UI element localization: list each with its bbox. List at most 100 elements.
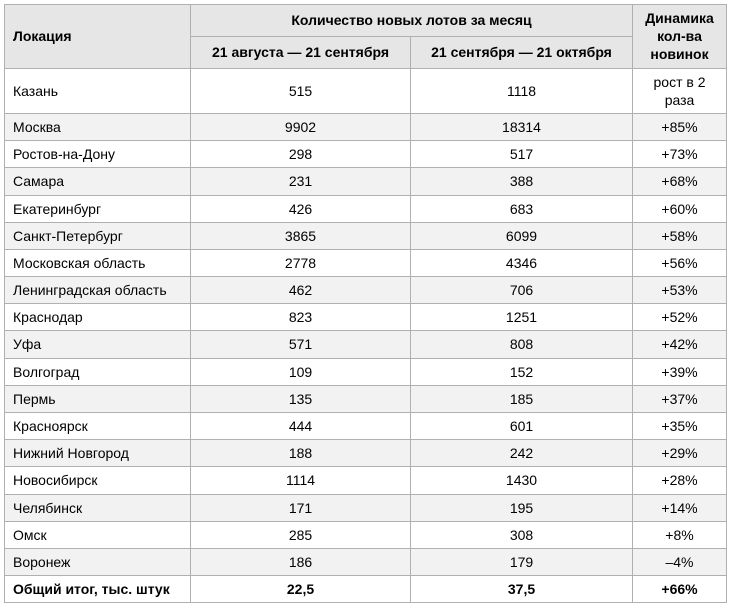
cell-period2: 152 — [411, 358, 633, 385]
cell-dynamics: +29% — [633, 440, 727, 467]
table-row: Новосибирск11141430+28% — [5, 467, 727, 494]
table-row: Краснодар8231251+52% — [5, 304, 727, 331]
cell-period1: 135 — [191, 385, 411, 412]
cell-period1: 462 — [191, 277, 411, 304]
cell-location: Самара — [5, 168, 191, 195]
table-row: Пермь135185+37% — [5, 385, 727, 412]
cell-period1: 285 — [191, 521, 411, 548]
cell-dynamics: –4% — [633, 548, 727, 575]
col-period1: 21 августа — 21 сентября — [191, 36, 411, 68]
total-period2: 37,5 — [411, 576, 633, 603]
cell-location: Уфа — [5, 331, 191, 358]
cell-dynamics: рост в 2 раза — [633, 68, 727, 113]
cell-location: Челябинск — [5, 494, 191, 521]
cell-period1: 426 — [191, 195, 411, 222]
cell-period2: 185 — [411, 385, 633, 412]
cell-period2: 388 — [411, 168, 633, 195]
cell-dynamics: +56% — [633, 249, 727, 276]
cell-period2: 242 — [411, 440, 633, 467]
cell-period1: 109 — [191, 358, 411, 385]
table-row: Уфа571808+42% — [5, 331, 727, 358]
cell-period2: 6099 — [411, 222, 633, 249]
cell-dynamics: +42% — [633, 331, 727, 358]
cell-period2: 1251 — [411, 304, 633, 331]
cell-location: Нижний Новгород — [5, 440, 191, 467]
cell-dynamics: +14% — [633, 494, 727, 521]
cell-period2: 4346 — [411, 249, 633, 276]
cell-period2: 683 — [411, 195, 633, 222]
cell-location: Краснодар — [5, 304, 191, 331]
cell-dynamics: +39% — [633, 358, 727, 385]
table-row: Омск285308+8% — [5, 521, 727, 548]
col-location: Локация — [5, 5, 191, 69]
cell-dynamics: +8% — [633, 521, 727, 548]
cell-location: Московская область — [5, 249, 191, 276]
col-dynamics: Динамика кол-ва новинок — [633, 5, 727, 69]
cell-period2: 308 — [411, 521, 633, 548]
cell-period2: 1118 — [411, 68, 633, 113]
table-row: Красноярск444601+35% — [5, 413, 727, 440]
cell-dynamics: +73% — [633, 141, 727, 168]
cell-dynamics: +37% — [633, 385, 727, 412]
table-total-row: Общий итог, тыс. штук22,537,5+66% — [5, 576, 727, 603]
total-dynamics: +66% — [633, 576, 727, 603]
cell-dynamics: +53% — [633, 277, 727, 304]
cell-location: Ленинградская область — [5, 277, 191, 304]
cell-period1: 515 — [191, 68, 411, 113]
cell-location: Ростов-на-Дону — [5, 141, 191, 168]
cell-location: Красноярск — [5, 413, 191, 440]
table-row: Казань5151118рост в 2 раза — [5, 68, 727, 113]
cell-period1: 171 — [191, 494, 411, 521]
cell-period2: 706 — [411, 277, 633, 304]
cell-location: Казань — [5, 68, 191, 113]
cell-location: Санкт-Петербург — [5, 222, 191, 249]
table-row: Нижний Новгород188242+29% — [5, 440, 727, 467]
table-row: Волгоград109152+39% — [5, 358, 727, 385]
cell-period1: 231 — [191, 168, 411, 195]
cell-period1: 823 — [191, 304, 411, 331]
total-label: Общий итог, тыс. штук — [5, 576, 191, 603]
cell-period1: 2778 — [191, 249, 411, 276]
table-row: Московская область27784346+56% — [5, 249, 727, 276]
cell-period2: 179 — [411, 548, 633, 575]
cell-location: Волгоград — [5, 358, 191, 385]
cell-period1: 9902 — [191, 113, 411, 140]
cell-location: Екатеринбург — [5, 195, 191, 222]
table-row: Воронеж186179–4% — [5, 548, 727, 575]
col-period2: 21 сентября — 21 октября — [411, 36, 633, 68]
cell-period2: 18314 — [411, 113, 633, 140]
cell-period1: 298 — [191, 141, 411, 168]
table-row: Москва990218314+85% — [5, 113, 727, 140]
cell-period1: 1114 — [191, 467, 411, 494]
cell-dynamics: +58% — [633, 222, 727, 249]
cell-period2: 601 — [411, 413, 633, 440]
table-row: Ростов-на-Дону298517+73% — [5, 141, 727, 168]
cell-period1: 186 — [191, 548, 411, 575]
cell-dynamics: +52% — [633, 304, 727, 331]
cell-location: Пермь — [5, 385, 191, 412]
cell-period1: 444 — [191, 413, 411, 440]
cell-dynamics: +85% — [633, 113, 727, 140]
table-row: Челябинск171195+14% — [5, 494, 727, 521]
cell-location: Москва — [5, 113, 191, 140]
cell-location: Воронеж — [5, 548, 191, 575]
cell-period2: 1430 — [411, 467, 633, 494]
cell-period1: 3865 — [191, 222, 411, 249]
cell-dynamics: +35% — [633, 413, 727, 440]
cell-period2: 808 — [411, 331, 633, 358]
cell-period2: 517 — [411, 141, 633, 168]
cell-period1: 571 — [191, 331, 411, 358]
col-group-period: Количество новых лотов за месяц — [191, 5, 633, 37]
cell-dynamics: +28% — [633, 467, 727, 494]
table-row: Санкт-Петербург38656099+58% — [5, 222, 727, 249]
table-row: Екатеринбург426683+60% — [5, 195, 727, 222]
lots-table: Локация Количество новых лотов за месяц … — [4, 4, 727, 603]
cell-location: Омск — [5, 521, 191, 548]
total-period1: 22,5 — [191, 576, 411, 603]
cell-location: Новосибирск — [5, 467, 191, 494]
cell-period2: 195 — [411, 494, 633, 521]
table-header: Локация Количество новых лотов за месяц … — [5, 5, 727, 69]
cell-period1: 188 — [191, 440, 411, 467]
cell-dynamics: +68% — [633, 168, 727, 195]
table-body: Казань5151118рост в 2 разаМосква99021831… — [5, 68, 727, 603]
